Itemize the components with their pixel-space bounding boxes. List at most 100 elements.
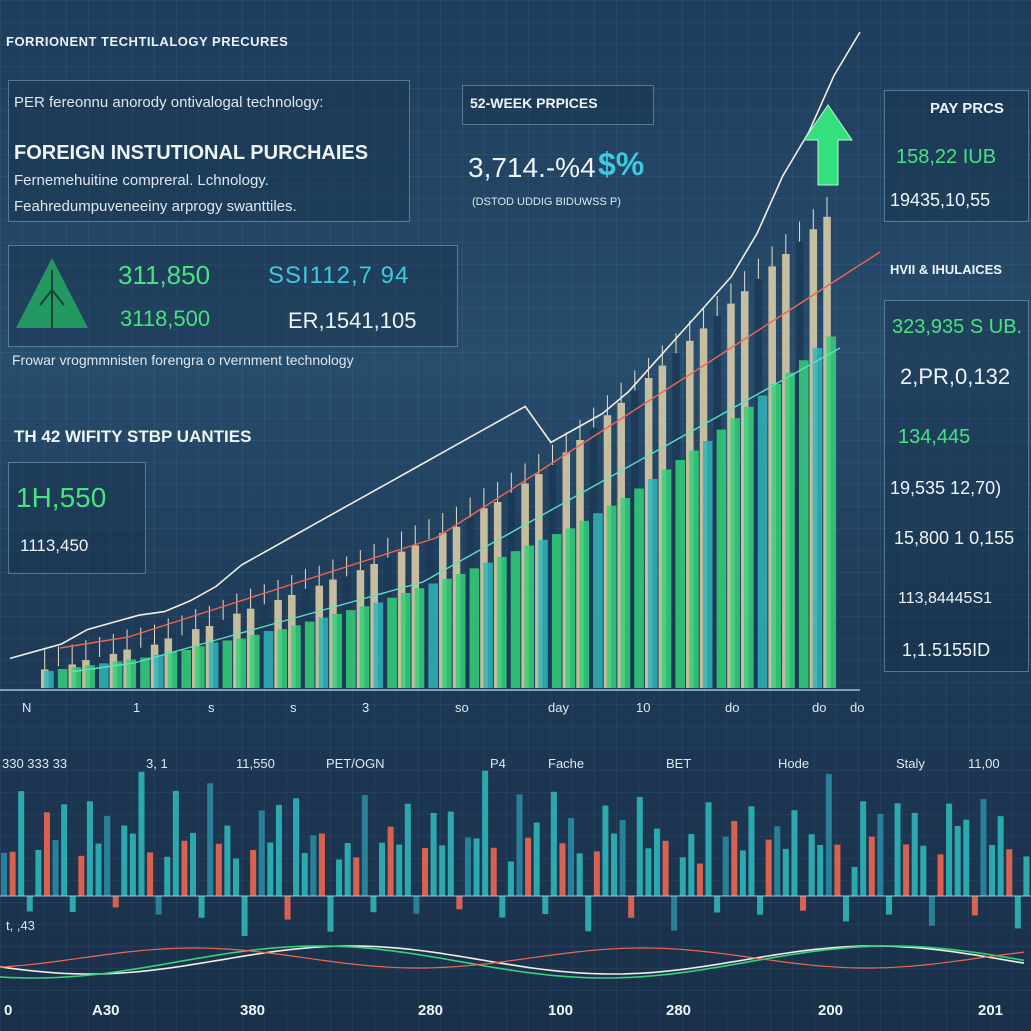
histogram-bar: [757, 896, 764, 915]
bottom-tick-label: 201: [978, 1002, 1004, 1019]
histogram-bar: [696, 863, 703, 896]
histogram-bar: [473, 838, 480, 896]
right-values-panel: [884, 300, 1029, 672]
volume-bar: [44, 670, 54, 688]
histogram-bar: [739, 850, 746, 896]
volume-bar: [112, 661, 123, 688]
volume-bar: [702, 441, 713, 688]
histogram-bar: [164, 856, 171, 896]
histogram-bar: [980, 799, 987, 896]
info-panel: [8, 80, 410, 222]
histogram-bar: [430, 812, 437, 896]
histogram-bar: [559, 843, 566, 896]
desc-line-2: Feahredumpuveneeiny arprogy swanttiles.: [14, 198, 297, 215]
mid-tick-label: N: [22, 700, 32, 715]
histogram-bar: [344, 843, 351, 896]
bottom-tick-label: A30: [92, 1002, 120, 1019]
histogram-bar: [121, 825, 128, 896]
mid-tick-label: do: [725, 700, 740, 715]
volume-bar: [71, 667, 82, 688]
mid-tick-label: so: [455, 700, 469, 715]
right-label-2: HVII & IHULAICES: [890, 262, 1002, 277]
volume-bar: [387, 597, 397, 688]
histogram-bar: [327, 896, 334, 932]
volume-bar: [277, 629, 288, 688]
histogram-bar: [232, 858, 239, 896]
histogram-bar: [336, 859, 343, 896]
quant-panel: [8, 462, 146, 574]
lower-lines-group: [0, 945, 1025, 979]
volume-bar: [222, 640, 233, 688]
histogram-bar: [722, 836, 729, 896]
histogram-bar: [542, 896, 549, 915]
bottom-tick-label: 200: [818, 1002, 844, 1019]
right-value-9: 1,1.5155ID: [902, 640, 991, 660]
pay-value-2: 19435,10,55: [890, 190, 991, 210]
histogram-bar: [636, 797, 643, 896]
oscillator-line-green: [0, 945, 1025, 979]
histogram-bar: [18, 791, 25, 896]
histogram-bar: [679, 857, 686, 896]
volume-bar: [57, 669, 68, 688]
volume-bar: [551, 534, 562, 688]
main-lines-group: [9, 31, 881, 673]
histogram-bar: [954, 825, 961, 896]
histogram-bar: [714, 896, 721, 913]
histogram-bar: [413, 896, 420, 914]
volume-bar: [689, 450, 699, 688]
histogram-bar: [705, 802, 712, 896]
volume-bar: [455, 574, 466, 688]
lower-label: 11,550: [236, 756, 275, 771]
lower-label: 330 333 33: [2, 756, 68, 771]
price-line-white: [9, 31, 861, 660]
histogram-bar: [834, 844, 841, 896]
volume-bar: [606, 505, 617, 688]
histogram-bar: [731, 820, 738, 896]
histogram-bar: [825, 773, 832, 896]
histogram-bar: [628, 896, 635, 918]
lower-label: Hode: [778, 756, 810, 771]
histogram-bar: [997, 816, 1004, 896]
histogram-bar: [568, 818, 575, 896]
volume-bar: [359, 606, 370, 688]
histogram-bar: [963, 819, 970, 896]
volume-bar: [771, 384, 782, 688]
lower-bars-group: [1, 770, 1030, 936]
histogram-bar: [198, 896, 205, 918]
volume-bar: [442, 578, 452, 688]
volume-bar: [565, 528, 576, 688]
volume-bar: [785, 372, 795, 688]
right-value-7: 15,800 1 0,155: [894, 528, 1015, 548]
histogram-bar: [293, 798, 300, 896]
volume-bar: [469, 568, 480, 688]
histogram-bar: [920, 845, 927, 896]
volume-bar: [647, 479, 658, 688]
histogram-bar: [61, 804, 68, 896]
volume-bar: [634, 488, 644, 688]
page-title: FORRIONENT TECHTILALOGY PRECURES: [6, 34, 289, 49]
volume-bar: [85, 665, 95, 688]
stat-value-1: 311,850: [118, 260, 211, 290]
histogram-bar: [946, 803, 953, 896]
histogram-bar: [104, 815, 111, 896]
volume-bar: [291, 625, 301, 688]
mid-tick-label: 3: [362, 700, 370, 715]
histogram-bar: [894, 803, 901, 896]
histogram-bar: [138, 771, 145, 896]
histogram-bar: [877, 813, 884, 896]
histogram-bar: [748, 806, 755, 896]
histogram-bar: [258, 810, 265, 896]
histogram-bar: [576, 853, 583, 896]
histogram-bar: [808, 834, 815, 896]
bottom-tick-label: 0: [4, 1002, 13, 1019]
bottom-tick-label: 100: [548, 1002, 574, 1019]
volume-bar: [428, 583, 438, 688]
volume-bar: [620, 498, 631, 688]
right-value-6: 19,535 12,70): [890, 478, 1002, 498]
histogram-bar: [207, 783, 214, 896]
volume-bar: [538, 539, 548, 688]
histogram-bar: [971, 896, 978, 916]
mid-tick-label: do: [850, 700, 865, 715]
volume-bar: [263, 631, 274, 688]
histogram-bar: [456, 896, 463, 910]
